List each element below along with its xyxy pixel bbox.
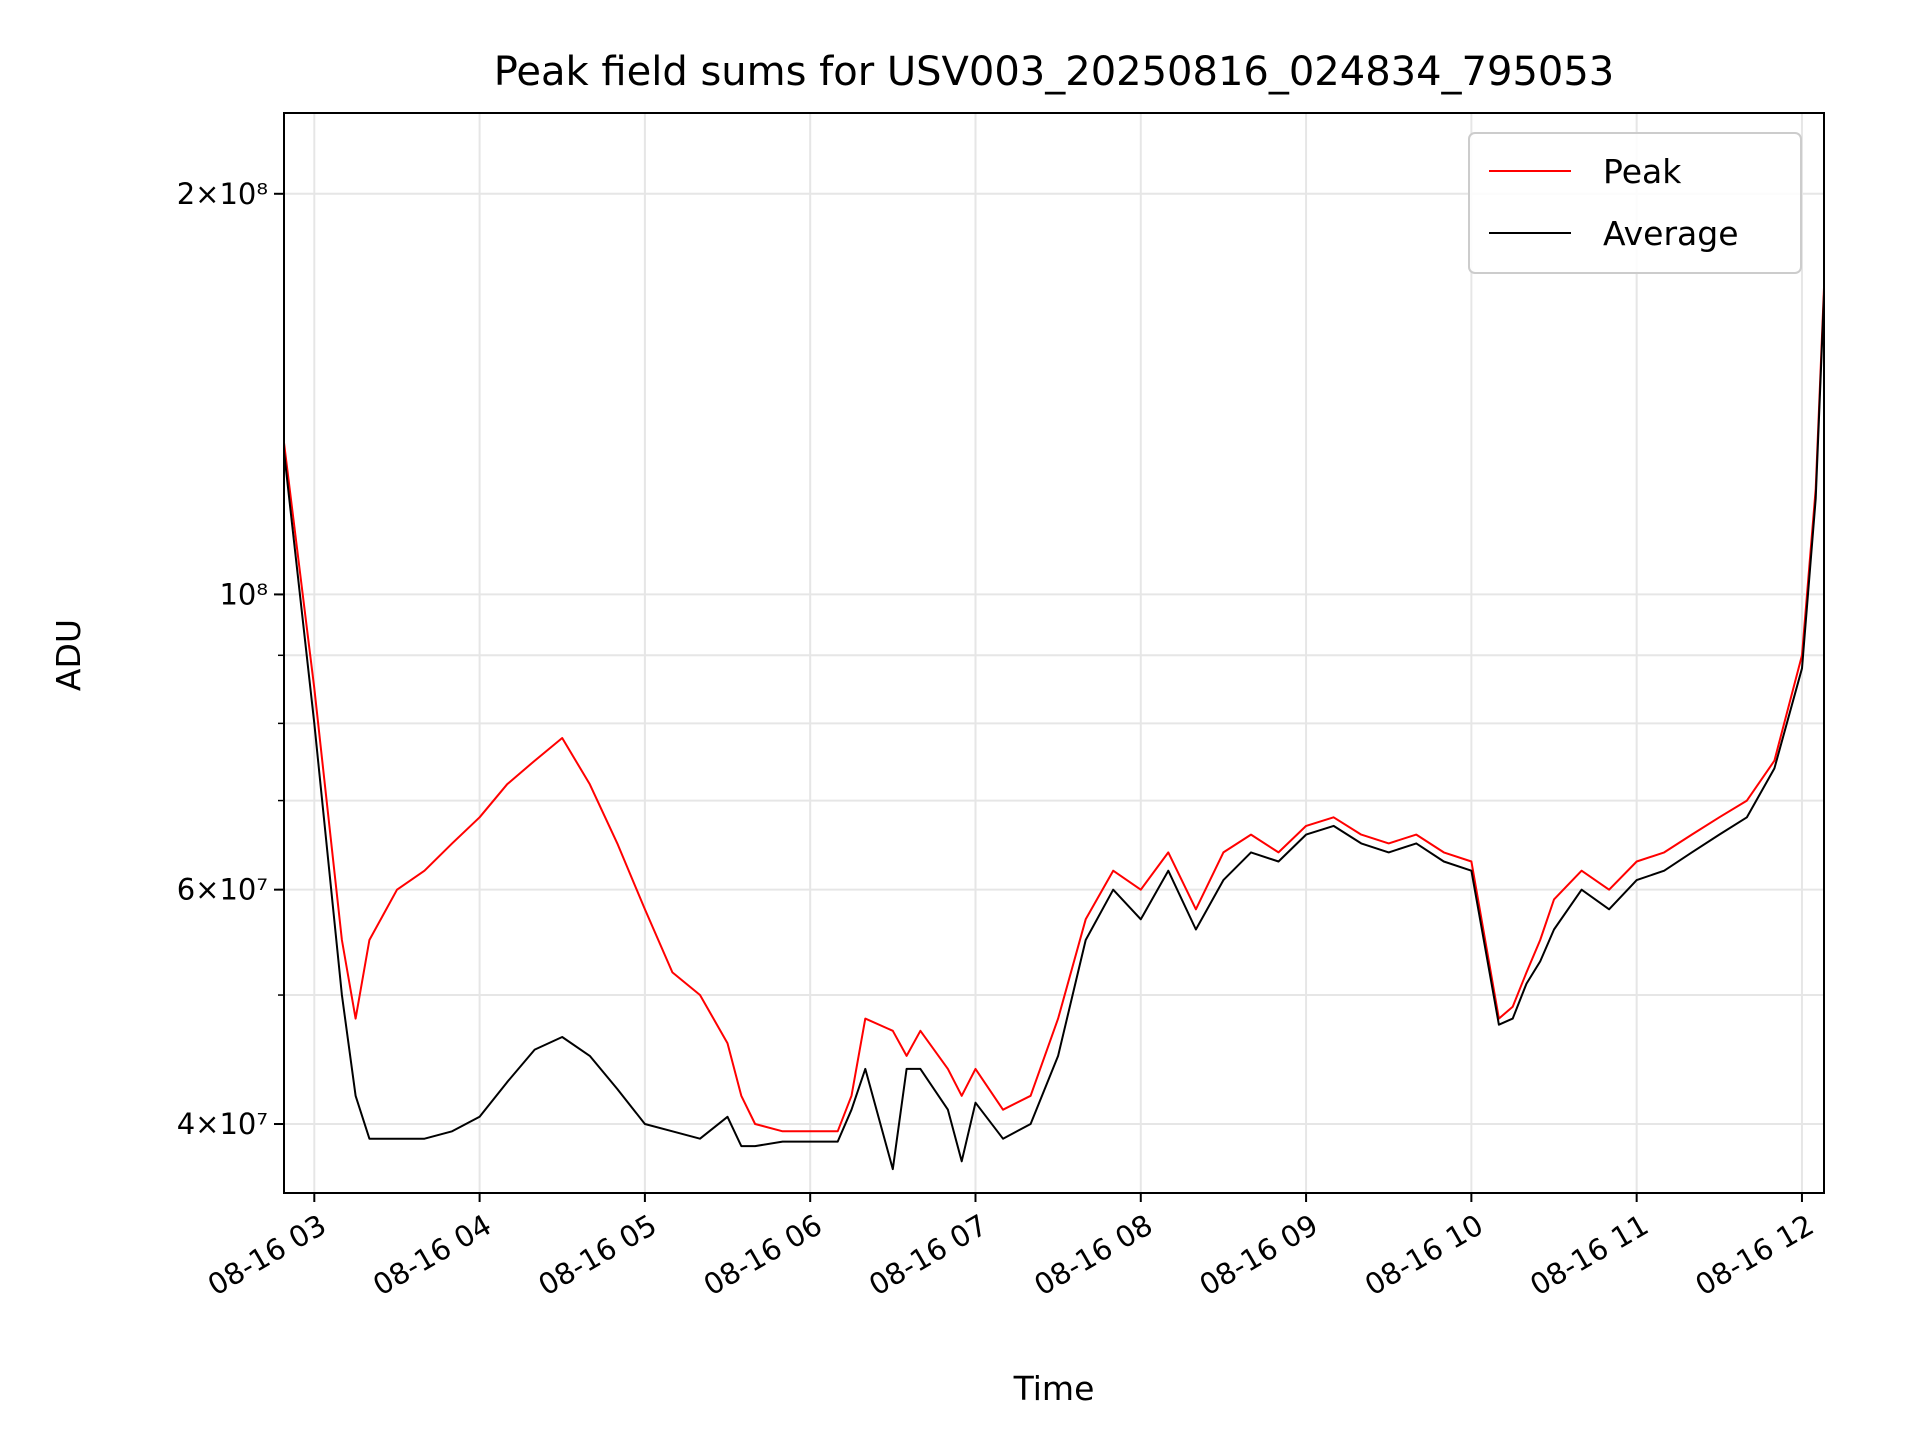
series-line-average [283, 294, 1825, 1171]
y-tick-label: 2×10⁸ [177, 177, 268, 211]
y-tick-label: 10⁸ [219, 577, 268, 611]
y-axis-label: ADU [49, 619, 88, 691]
series-line-peak [283, 287, 1825, 1133]
legend: Peak Average [1468, 132, 1802, 274]
legend-label: Peak [1603, 152, 1682, 191]
legend-label: Average [1603, 214, 1739, 253]
y-tick-label: 4×10⁷ [177, 1107, 268, 1141]
legend-box [1468, 132, 1802, 274]
series-layer [283, 287, 1825, 1171]
chart-title: Peak field sums for USV003_20250816_0248… [494, 49, 1615, 95]
plot-frame [283, 112, 1825, 1194]
y-tick-label: 6×10⁷ [177, 873, 268, 907]
y-ticks: 4×10⁷ 6×10⁷ 10⁸ 2×10⁸ [177, 177, 284, 1141]
x-axis-label: Time [1013, 1369, 1095, 1408]
